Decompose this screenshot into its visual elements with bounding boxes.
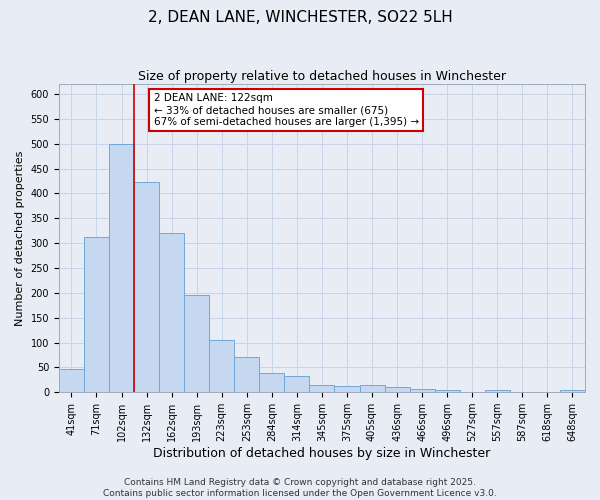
Bar [59, 370, 84, 392]
Bar [560, 390, 585, 392]
Bar [385, 388, 410, 392]
Bar [109, 144, 134, 392]
Bar [334, 386, 359, 392]
Bar [410, 389, 434, 392]
Bar [84, 236, 109, 392]
Bar [159, 233, 184, 392]
Text: 2 DEAN LANE: 122sqm
← 33% of detached houses are smaller (675)
67% of semi-detac: 2 DEAN LANE: 122sqm ← 33% of detached ho… [154, 94, 419, 126]
Bar [234, 358, 259, 392]
Bar [434, 390, 460, 392]
Bar [259, 374, 284, 392]
X-axis label: Distribution of detached houses by size in Winchester: Distribution of detached houses by size … [154, 447, 491, 460]
Bar [310, 386, 334, 392]
Text: Contains HM Land Registry data © Crown copyright and database right 2025.
Contai: Contains HM Land Registry data © Crown c… [103, 478, 497, 498]
Bar [284, 376, 310, 392]
Text: 2, DEAN LANE, WINCHESTER, SO22 5LH: 2, DEAN LANE, WINCHESTER, SO22 5LH [148, 10, 452, 25]
Bar [485, 390, 510, 392]
Y-axis label: Number of detached properties: Number of detached properties [15, 150, 25, 326]
Bar [209, 340, 234, 392]
Title: Size of property relative to detached houses in Winchester: Size of property relative to detached ho… [138, 70, 506, 83]
Bar [359, 386, 385, 392]
Bar [134, 182, 159, 392]
Bar [184, 296, 209, 392]
